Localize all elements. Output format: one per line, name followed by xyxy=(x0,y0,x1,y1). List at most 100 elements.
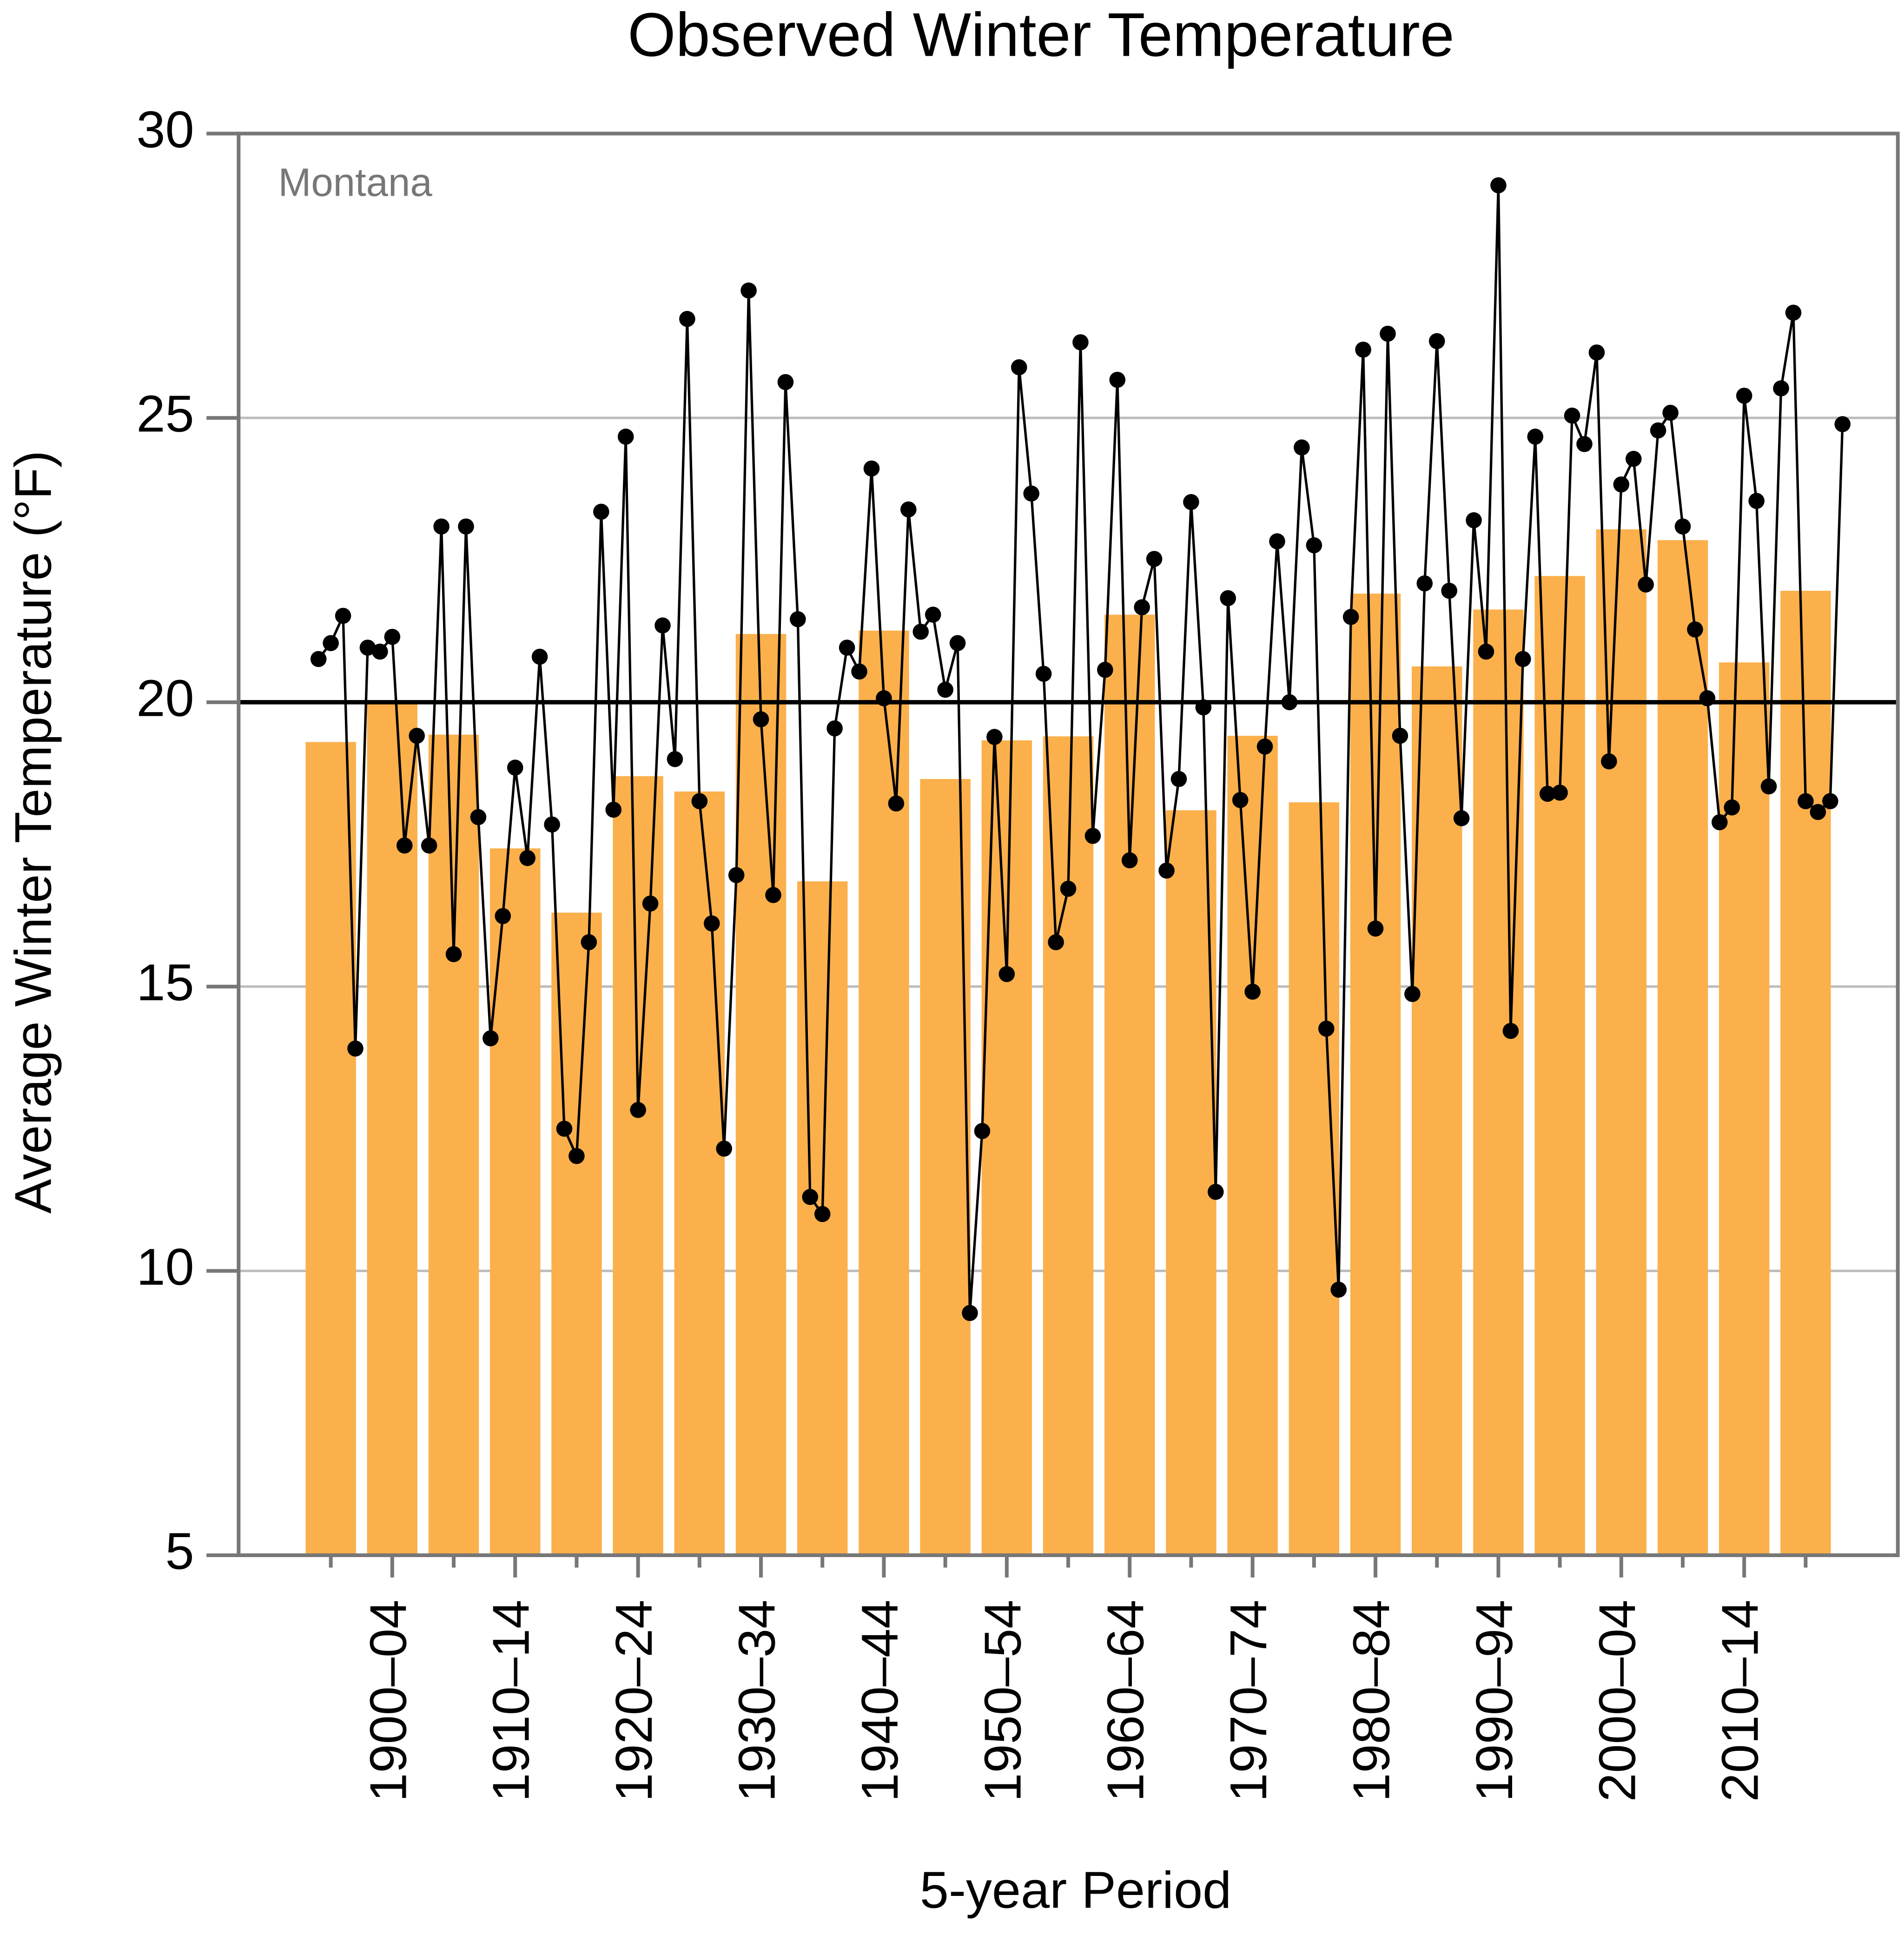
bar xyxy=(981,740,1032,1556)
point xyxy=(1048,934,1064,951)
point xyxy=(814,1206,831,1222)
point xyxy=(1121,852,1138,869)
y-tick-label: 30 xyxy=(136,100,194,158)
point xyxy=(1822,793,1838,810)
point xyxy=(531,648,548,665)
point xyxy=(925,607,941,623)
bar xyxy=(1719,662,1770,1556)
point xyxy=(802,1188,819,1205)
point xyxy=(1330,1281,1347,1298)
point xyxy=(1441,582,1457,599)
point xyxy=(691,793,708,810)
point xyxy=(1294,439,1310,456)
point xyxy=(1699,690,1716,706)
x-tick-label: 1930–34 xyxy=(728,1600,786,1802)
point xyxy=(1478,643,1494,660)
bar xyxy=(674,791,725,1556)
bars xyxy=(305,529,1831,1556)
point xyxy=(1170,771,1187,787)
x-tick-label: 1900–04 xyxy=(359,1600,417,1802)
point xyxy=(1453,810,1470,826)
point xyxy=(1687,621,1703,638)
point xyxy=(1035,666,1052,682)
point xyxy=(1576,436,1593,452)
bar xyxy=(859,630,909,1556)
point xyxy=(790,611,806,627)
point xyxy=(900,501,917,518)
point xyxy=(1552,785,1568,801)
point xyxy=(569,1148,585,1164)
point xyxy=(777,374,794,390)
point xyxy=(1834,416,1851,432)
x-tick-label: 1940–44 xyxy=(851,1600,909,1802)
point xyxy=(716,1140,732,1157)
point xyxy=(372,643,388,660)
bar xyxy=(1350,594,1401,1556)
point xyxy=(1539,786,1556,802)
point xyxy=(544,816,560,833)
point xyxy=(445,946,462,963)
point xyxy=(1736,388,1752,404)
y-tick-label: 20 xyxy=(136,669,194,727)
point xyxy=(1060,880,1077,897)
point xyxy=(359,640,376,656)
y-tick-label: 10 xyxy=(136,1238,194,1296)
point xyxy=(1367,920,1384,937)
bar xyxy=(490,848,541,1556)
y-tick-label: 15 xyxy=(136,953,194,1011)
point xyxy=(1342,609,1359,625)
point xyxy=(1208,1183,1224,1200)
y-axis-label: Average Winter Temperature (°F) xyxy=(4,450,62,1214)
point xyxy=(384,628,401,645)
point xyxy=(483,1030,499,1047)
point xyxy=(1158,862,1175,879)
point xyxy=(1392,727,1408,744)
bar xyxy=(1596,529,1647,1556)
point xyxy=(876,690,892,706)
point xyxy=(912,623,929,640)
bar xyxy=(1657,540,1708,1556)
point xyxy=(740,282,757,299)
point xyxy=(409,727,425,744)
point xyxy=(998,966,1015,982)
point xyxy=(1195,699,1212,716)
point xyxy=(507,759,523,776)
annotation: Montana xyxy=(278,161,432,205)
point xyxy=(826,720,843,737)
bar xyxy=(1534,576,1585,1556)
bar xyxy=(1473,609,1524,1556)
point xyxy=(642,895,659,912)
bar xyxy=(1780,591,1831,1556)
y-tick-label: 25 xyxy=(136,385,194,443)
point xyxy=(458,518,474,535)
point xyxy=(347,1040,364,1057)
point xyxy=(1662,404,1679,421)
x-tick-label: 1970–74 xyxy=(1219,1600,1277,1802)
point xyxy=(1109,371,1126,388)
point xyxy=(1490,177,1507,193)
point xyxy=(1011,359,1027,376)
point xyxy=(1527,429,1544,445)
point xyxy=(1428,333,1445,350)
point xyxy=(1514,651,1531,667)
point xyxy=(1097,661,1113,678)
point xyxy=(1773,380,1789,396)
point xyxy=(654,617,671,634)
x-tick-label: 1920–24 xyxy=(605,1600,663,1802)
point xyxy=(1625,450,1642,467)
point xyxy=(581,934,597,951)
point xyxy=(1416,575,1433,592)
point xyxy=(1650,422,1666,439)
point xyxy=(1355,341,1371,358)
point xyxy=(1588,344,1605,361)
point xyxy=(1748,493,1765,509)
bar xyxy=(305,742,356,1556)
x-tick-label: 1990–94 xyxy=(1465,1600,1523,1802)
x-tick-label: 1960–64 xyxy=(1097,1600,1155,1802)
plot-frame xyxy=(237,132,1900,1558)
point xyxy=(1256,738,1273,755)
point xyxy=(1810,804,1826,820)
point xyxy=(1146,551,1163,567)
point xyxy=(1798,793,1814,810)
